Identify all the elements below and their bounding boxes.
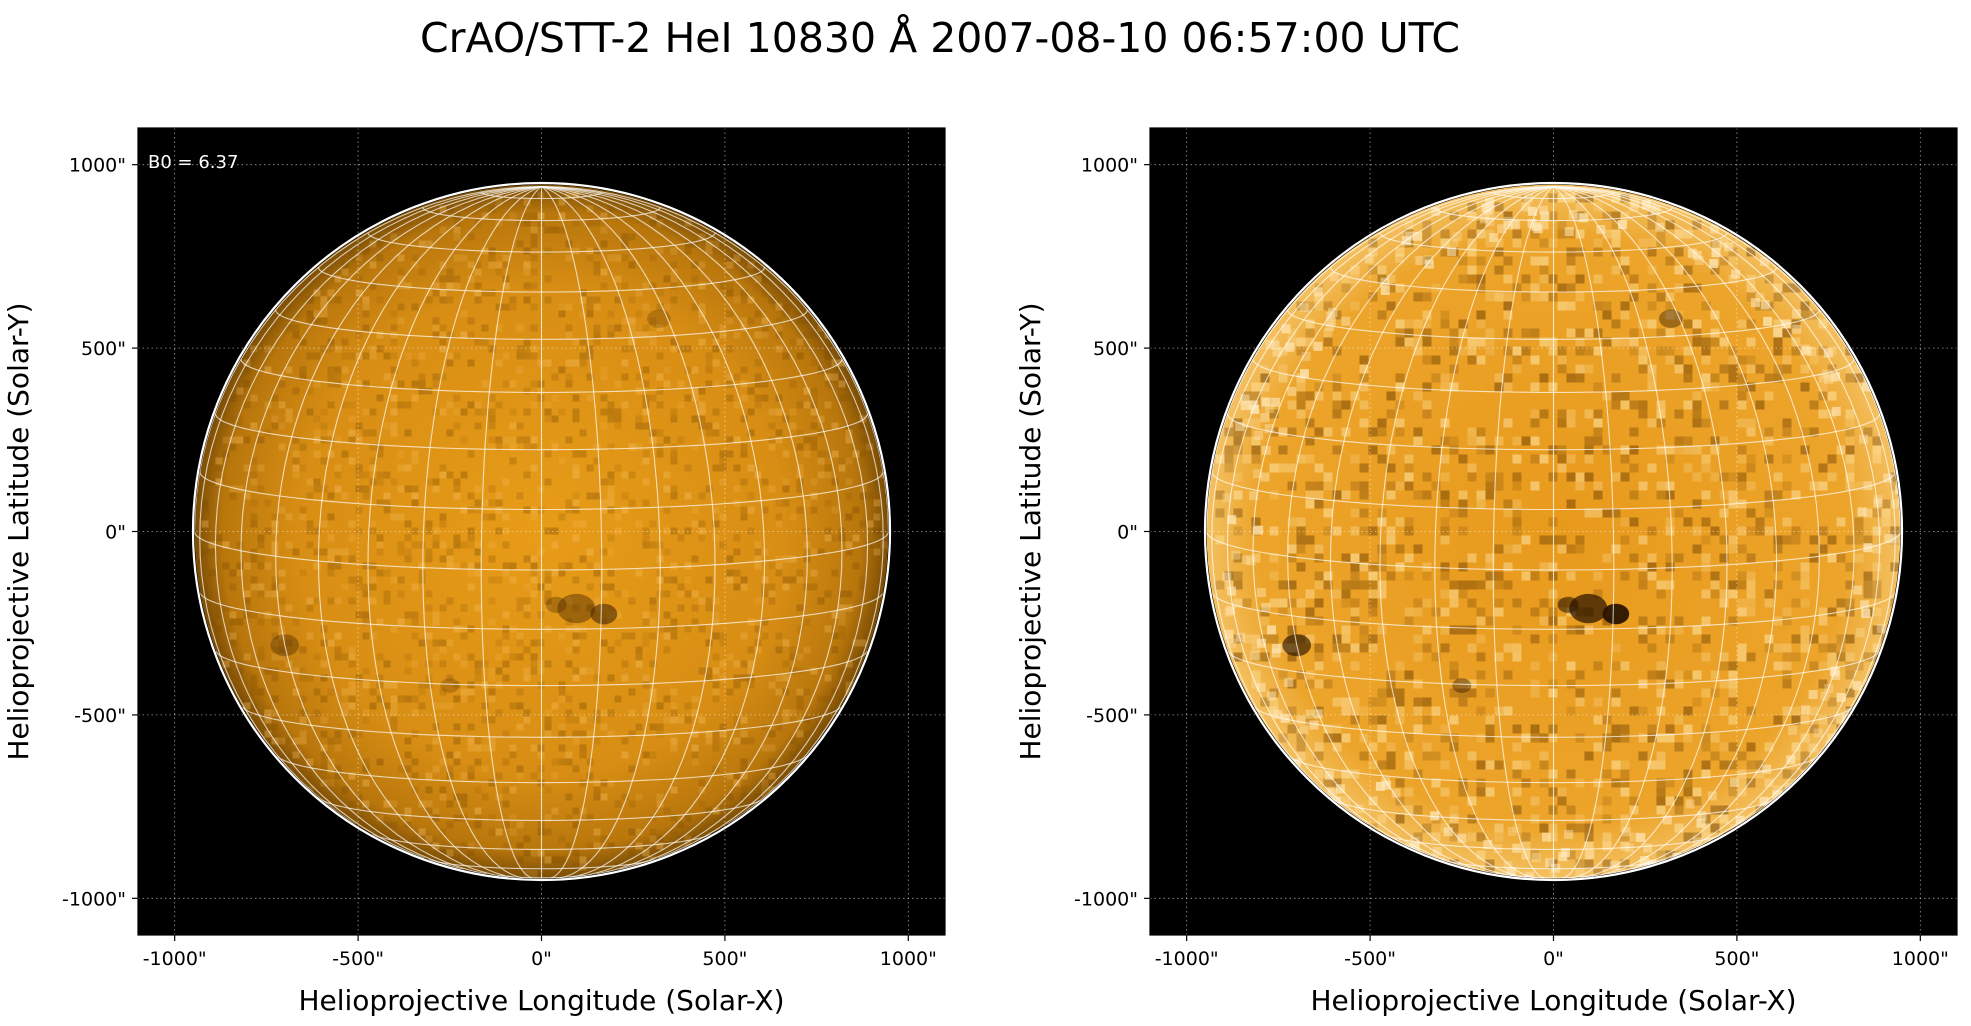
x-axis-label: Helioprojective Longitude (Solar-X) (1310, 984, 1796, 1017)
active-region-6 (646, 309, 671, 328)
grid-meridian (199, 186, 542, 825)
grid-meridian (1206, 186, 1554, 532)
panels: -1000" -500" 0" 500" 1000" -1000" -500" 0" 500" 1… (2, 127, 1958, 1017)
grid-meridian (541, 186, 884, 825)
y-tick-label: 500" (1093, 338, 1138, 360)
grid-meridian (480, 186, 542, 879)
grid-meridian (1553, 186, 1615, 879)
y-tick-label: -1000" (1074, 888, 1138, 910)
grid-meridian (422, 186, 542, 879)
y-axis-label: Helioprojective Latitude (Solar-Y) (2, 302, 35, 760)
x-tick-label: -1000" (143, 948, 207, 970)
x-tick-label: 500" (1714, 948, 1759, 970)
y-tick-label: 0" (1117, 522, 1138, 544)
heliographic-grid (1206, 186, 1901, 879)
grid-meridian (541, 186, 843, 871)
x-tick-label: 500" (702, 948, 747, 970)
active-region-2 (590, 603, 618, 625)
y-tick-label: 1000" (69, 155, 126, 177)
grid-meridian (541, 186, 808, 875)
disk-texture (201, 191, 889, 879)
active-region-3 (545, 596, 567, 613)
grid-meridian (214, 186, 542, 859)
figure-title: CrAO/STT-2 HeI 10830 Å 2007-08-10 06:57:… (420, 14, 1460, 62)
panel-2: -1000" -500" 0" 500" 1000" -1000" -500" 0" 500" 1… (1014, 127, 1958, 1017)
grid-meridian (1492, 186, 1554, 879)
solar-disk (194, 184, 889, 879)
y-tick-label: 0" (105, 522, 126, 544)
ticks: -1000" -500" 0" 500" 1000" -1000" -500" 0" 500" 1… (62, 155, 937, 970)
grid-meridian (1553, 186, 1901, 532)
grid-meridian (1434, 186, 1554, 879)
y-tick-label: 500" (81, 338, 126, 360)
active-region-6 (1658, 309, 1683, 328)
grid-meridian (1252, 186, 1554, 871)
grid-meridian (1553, 186, 1778, 878)
active-region-2 (1602, 603, 1630, 625)
grid-meridian (1553, 186, 1673, 879)
grid-meridian (541, 186, 661, 879)
y-tick-label: -500" (1086, 705, 1138, 727)
grid-meridian (541, 186, 716, 878)
grid-meridian (317, 186, 542, 878)
grid-meridian (541, 186, 603, 879)
x-tick-label: -1000" (1155, 948, 1219, 970)
grid-meridian (1553, 186, 1881, 859)
grid-meridian (275, 186, 542, 875)
grid-meridian (1226, 186, 1554, 859)
x-axis-label: Helioprojective Longitude (Solar-X) (298, 984, 784, 1017)
y-tick-label: -1000" (62, 888, 126, 910)
grid-meridian (541, 186, 889, 532)
x-tick-label: -500" (332, 948, 384, 970)
active-region-1 (557, 593, 596, 624)
y-axis-label: Helioprojective Latitude (Solar-Y) (1014, 302, 1047, 760)
active-region-3 (1557, 596, 1579, 613)
grid-meridian (194, 186, 542, 532)
grid-meridian (1553, 186, 1820, 875)
active-region-1 (1569, 593, 1608, 624)
x-tick-label: 0" (531, 948, 552, 970)
active-region-5 (440, 678, 460, 693)
grid-meridian (541, 186, 869, 859)
x-tick-label: 0" (1543, 948, 1564, 970)
grid-meridian (240, 186, 542, 871)
grid-meridian (1287, 186, 1554, 875)
grid-meridian (1553, 186, 1728, 878)
grid-meridian (367, 186, 542, 878)
b0-annotation: B0 = 6.37 (148, 152, 238, 173)
x-tick-label: -500" (1344, 948, 1396, 970)
grid-meridian (1329, 186, 1554, 878)
active-region-5 (1452, 678, 1472, 693)
grid-meridian (541, 186, 766, 878)
ticks: -1000" -500" 0" 500" 1000" -1000" -500" 0" 500" 1… (1074, 155, 1949, 970)
grid-meridian (1553, 186, 1896, 825)
grid-meridian (1379, 186, 1554, 878)
x-tick-label: 1000" (880, 948, 937, 970)
x-tick-label: 1000" (1892, 948, 1949, 970)
grid-meridian (1211, 186, 1554, 825)
y-tick-label: -500" (74, 705, 126, 727)
y-tick-label: 1000" (1081, 155, 1138, 177)
grid-meridian (1553, 186, 1855, 871)
panel-1: -1000" -500" 0" 500" 1000" -1000" -500" 0" 500" 1… (2, 127, 946, 1017)
